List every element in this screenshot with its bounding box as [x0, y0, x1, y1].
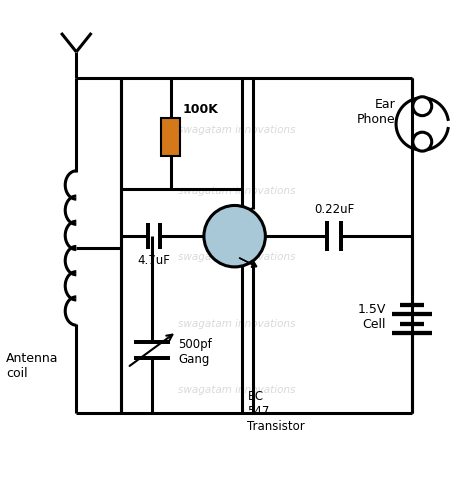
Circle shape	[413, 97, 432, 116]
Text: swagatam innovations: swagatam innovations	[178, 252, 296, 262]
Text: swagatam innovations: swagatam innovations	[178, 186, 296, 196]
Text: 4.7uF: 4.7uF	[138, 254, 171, 267]
Text: swagatam innovations: swagatam innovations	[178, 125, 296, 135]
Text: swagatam innovations: swagatam innovations	[178, 385, 296, 395]
Bar	[161, 118, 180, 156]
Text: swagatam innovations: swagatam innovations	[178, 318, 296, 329]
Text: Ear
Phone: Ear Phone	[357, 98, 395, 126]
Circle shape	[413, 132, 432, 151]
Text: 500pf
Gang: 500pf Gang	[178, 338, 212, 366]
FancyArrow shape	[239, 258, 257, 267]
Text: 1.5V
Cell: 1.5V Cell	[357, 303, 386, 330]
Text: 100K: 100K	[182, 103, 219, 116]
Text: 0.22uF: 0.22uF	[314, 203, 354, 216]
Circle shape	[204, 205, 265, 267]
Text: Antenna
coil: Antenna coil	[6, 352, 59, 380]
Text: BC
547
Transistor: BC 547 Transistor	[247, 390, 305, 433]
